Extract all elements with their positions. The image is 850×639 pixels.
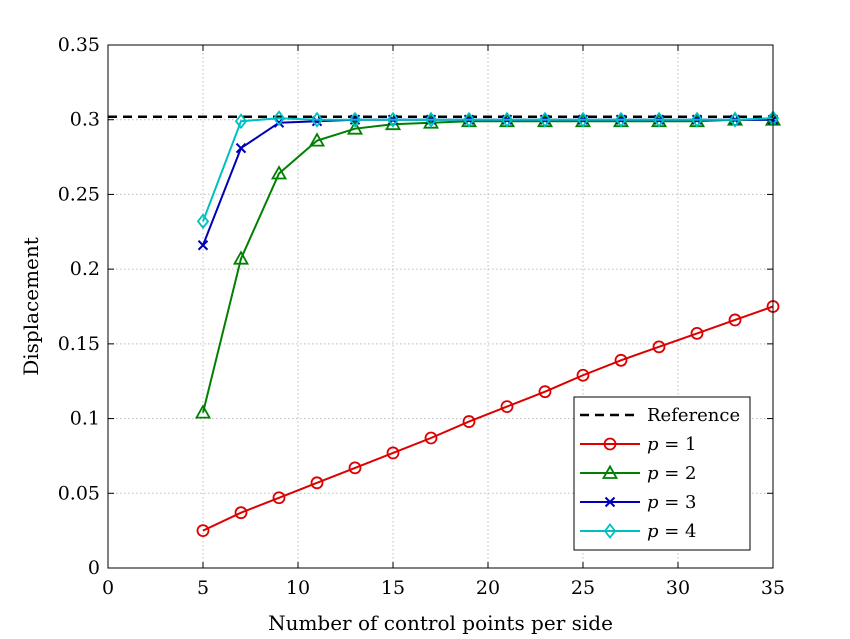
legend-swatch-marker	[601, 464, 619, 479]
legend-reference-label: Reference	[647, 405, 740, 426]
legend-entry-1: p = 1	[580, 434, 697, 455]
data-point	[500, 400, 514, 414]
data-point	[272, 491, 286, 505]
data-point	[462, 111, 476, 128]
axis-ticks: 0 5 10 15 20 25 30 35 0 0.05 0.1 0.15 0.2 0.25 0.3 0.35	[58, 34, 785, 599]
data-point	[270, 165, 288, 180]
marker-stroke	[197, 240, 209, 251]
y-tick-label: 0.35	[58, 34, 100, 56]
data-point	[386, 111, 400, 128]
y-tick-label: 0.1	[70, 408, 100, 430]
plot-frame	[107, 44, 774, 569]
series-line-4	[202, 117, 774, 222]
marker-stroke	[604, 496, 616, 508]
series-line-1	[202, 305, 774, 532]
legend-swatch-marker	[603, 523, 617, 539]
y-tick-label: 0.25	[58, 183, 100, 205]
data-point	[690, 326, 704, 340]
series-line-2	[202, 118, 773, 413]
x-axis-label: Number of control points per side	[268, 611, 613, 635]
series-4	[196, 110, 780, 230]
series-1	[196, 300, 780, 538]
data-point	[424, 111, 438, 128]
legend: Reference p = 1 p = 2 p = 3 p = 4	[573, 396, 751, 551]
legend-entry-4: p = 4	[580, 521, 697, 542]
x-tick-label: 30	[666, 577, 690, 599]
x-tick-label: 15	[381, 577, 405, 599]
data-point	[690, 111, 704, 128]
data-point	[197, 240, 209, 251]
legend-swatch-marker	[603, 437, 617, 451]
data-point	[728, 313, 742, 327]
y-tick-label: 0.05	[58, 482, 100, 504]
legend-entry-2: p = 2	[580, 463, 697, 484]
data-point	[308, 132, 326, 147]
series-layer	[108, 110, 782, 538]
data-point	[310, 476, 324, 490]
data-point	[576, 111, 590, 128]
x-tick-label: 10	[286, 577, 310, 599]
x-tick-label: 0	[102, 577, 114, 599]
data-point	[576, 368, 590, 382]
data-point	[234, 113, 248, 130]
grid-lines	[108, 45, 773, 568]
data-point	[614, 111, 628, 128]
data-point	[196, 213, 210, 230]
data-point	[386, 446, 400, 460]
x-tick-label: 5	[197, 577, 209, 599]
data-point	[194, 404, 212, 419]
data-point	[652, 340, 666, 354]
data-point	[196, 524, 210, 538]
data-point	[310, 111, 324, 128]
legend-label: p = 4	[647, 521, 697, 542]
legend-swatch-marker	[604, 496, 616, 508]
data-point	[614, 353, 628, 367]
x-tick-label: 25	[571, 577, 595, 599]
data-point	[728, 111, 742, 128]
legend-label: p = 2	[647, 463, 697, 484]
data-point	[462, 415, 476, 428]
data-point	[346, 120, 364, 135]
y-tick-label: 0	[88, 557, 100, 579]
x-tick-label: 35	[761, 577, 785, 599]
legend-entry-3: p = 3	[580, 492, 697, 513]
data-point	[232, 250, 250, 265]
marker-stroke	[235, 142, 247, 154]
x-tick-label: 20	[476, 577, 500, 599]
data-point	[538, 111, 552, 128]
data-point	[235, 142, 247, 154]
legend-label: p = 1	[647, 434, 697, 455]
data-point	[234, 506, 248, 520]
data-point	[348, 111, 362, 128]
data-point	[272, 110, 286, 127]
data-point	[652, 111, 666, 128]
data-point	[538, 385, 552, 399]
legend-label: p = 3	[647, 492, 697, 513]
data-point	[348, 461, 362, 475]
data-point	[424, 431, 438, 445]
y-tick-label: 0.3	[70, 109, 100, 131]
y-tick-label: 0.2	[70, 258, 100, 280]
data-point	[500, 111, 514, 128]
y-axis-label: Displacement	[19, 237, 43, 376]
y-tick-label: 0.15	[58, 333, 100, 355]
